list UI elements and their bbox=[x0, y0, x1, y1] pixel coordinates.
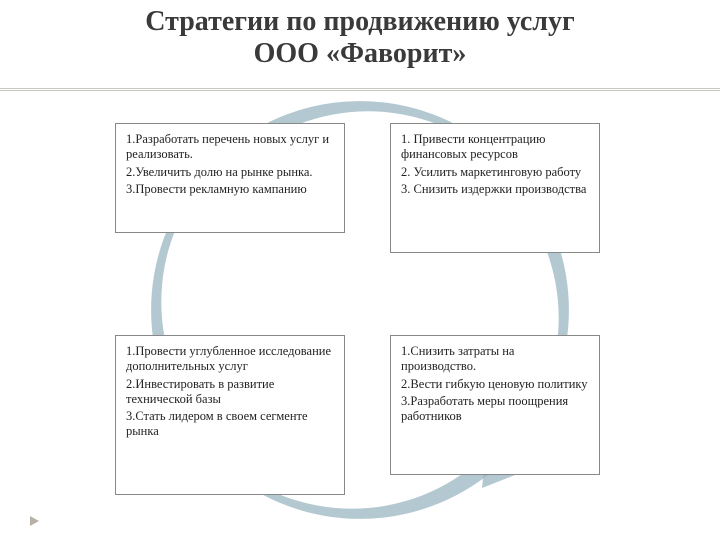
box-line: 3.Стать лидером в своем сегменте рынка bbox=[126, 409, 334, 440]
box-line: 1.Провести углубленное исследование допо… bbox=[126, 344, 334, 375]
box-line: 1.Разработать перечень новых услуг и реа… bbox=[126, 132, 334, 163]
box-top-right: 1. Привести концентрацию финансовых ресу… bbox=[390, 123, 600, 253]
box-line: 3.Разработать меры поощрения работников bbox=[401, 394, 589, 425]
box-top-left: 1.Разработать перечень новых услуг и реа… bbox=[115, 123, 345, 233]
box-bottom-right: 1.Снизить затраты на производство. 2.Вес… bbox=[390, 335, 600, 475]
title-line1: Стратегии по продвижению услуг bbox=[145, 6, 574, 37]
title-line2: ООО «Фаворит» bbox=[254, 38, 467, 69]
box-line: 3.Провести рекламную кампанию bbox=[126, 182, 334, 197]
divider bbox=[0, 88, 720, 89]
box-line: 3. Снизить издержки производства bbox=[401, 182, 589, 197]
box-line: 2.Увеличить долю на рынке рынка. bbox=[126, 165, 334, 180]
box-line: 2.Вести гибкую ценовую политику bbox=[401, 377, 589, 392]
cycle-diagram: 1.Разработать перечень новых услуг и реа… bbox=[70, 95, 650, 525]
box-line: 1. Привести концентрацию финансовых ресу… bbox=[401, 132, 589, 163]
page-title: Стратегии по продвижению услуг ООО «Фаво… bbox=[0, 6, 720, 70]
box-line: 1.Снизить затраты на производство. bbox=[401, 344, 589, 375]
divider bbox=[0, 90, 720, 91]
slide-bullet-icon bbox=[30, 516, 39, 526]
box-bottom-left: 1.Провести углубленное исследование допо… bbox=[115, 335, 345, 495]
box-line: 2.Инвестировать в развитие технической б… bbox=[126, 377, 334, 408]
slide: Стратегии по продвижению услуг ООО «Фаво… bbox=[0, 0, 720, 540]
box-line: 2. Усилить маркетинговую работу bbox=[401, 165, 589, 180]
